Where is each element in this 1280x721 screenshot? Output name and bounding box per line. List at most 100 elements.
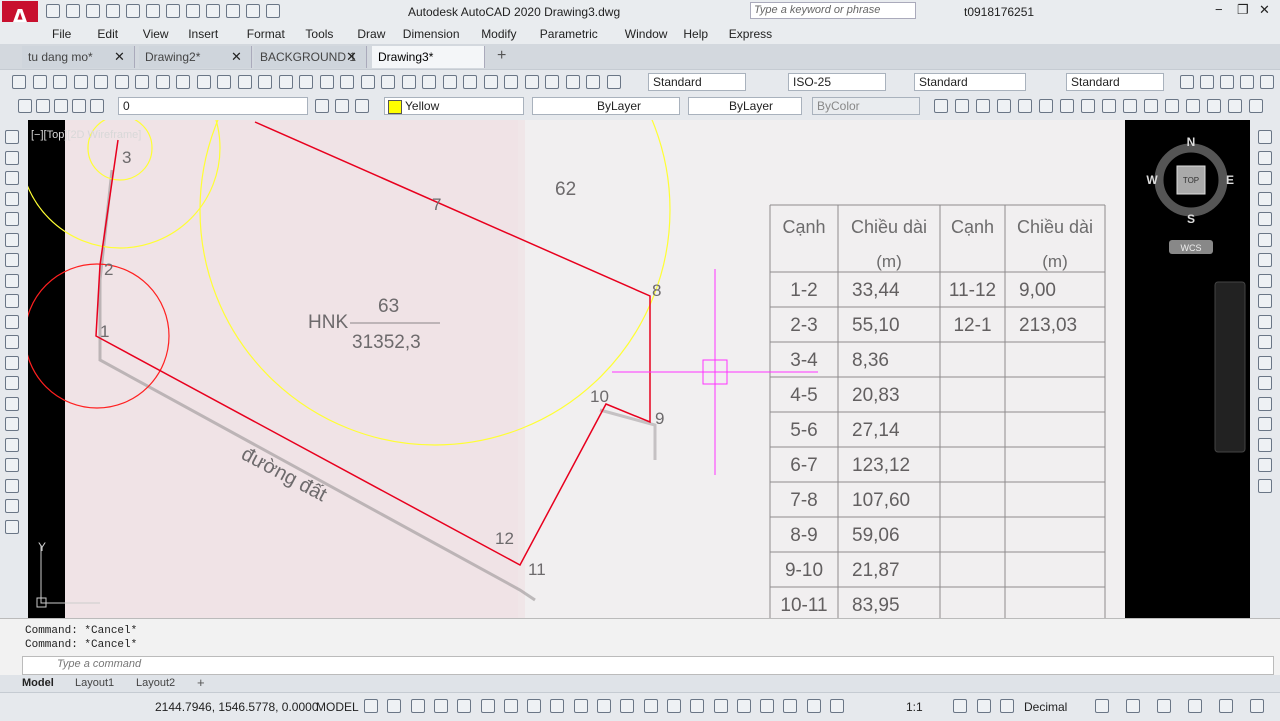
toolbar-button[interactable]	[319, 75, 334, 89]
toolbar-button[interactable]	[1123, 99, 1137, 113]
toolbar-button[interactable]	[586, 75, 600, 89]
menu-item[interactable]: Tools	[305, 27, 334, 41]
toolbar-button[interactable]	[1258, 253, 1272, 267]
toolbar-button[interactable]	[463, 75, 477, 89]
toolbar-button[interactable]	[1060, 99, 1074, 113]
toolbar-button[interactable]	[806, 699, 821, 713]
toolbar-button[interactable]	[1258, 478, 1272, 493]
toolbar-button[interactable]	[480, 699, 495, 713]
toolbar-button[interactable]	[1126, 699, 1140, 713]
toolbar-button[interactable]	[1219, 699, 1233, 713]
toolbar-button[interactable]	[1260, 75, 1274, 89]
toolbar-button[interactable]	[5, 478, 19, 493]
toolbar-button[interactable]	[524, 75, 539, 89]
toolbar-button[interactable]	[666, 699, 681, 713]
toolbar-button[interactable]	[5, 458, 19, 472]
toolbar-button[interactable]	[5, 376, 19, 390]
menu-item[interactable]: Draw	[357, 27, 386, 41]
toolbar-button[interactable]	[955, 99, 969, 113]
menu-item[interactable]: Window	[624, 27, 668, 41]
toolbar-button[interactable]	[1144, 99, 1158, 113]
toolbar-button[interactable]	[1240, 75, 1254, 89]
menu-item[interactable]: Dimension	[402, 27, 460, 41]
toolbar-button[interactable]	[5, 232, 19, 247]
toolbar-button[interactable]	[503, 699, 518, 713]
dim-style-combo[interactable]: ISO-25	[788, 73, 886, 91]
toolbar-button[interactable]	[1258, 335, 1272, 349]
file-tab-label[interactable]: tu dang mo*	[28, 50, 93, 64]
toolbar-button[interactable]	[1258, 417, 1272, 431]
menu-item[interactable]: Parametric	[539, 27, 598, 41]
toolbar-button[interactable]	[258, 75, 272, 89]
menu-item[interactable]: Help	[683, 27, 709, 41]
window-control[interactable]: −	[1215, 2, 1223, 17]
quick-access-button[interactable]	[186, 4, 200, 18]
toolbar-button[interactable]	[1258, 130, 1272, 144]
toolbar-button[interactable]	[1188, 699, 1202, 713]
toolbar-button[interactable]	[760, 699, 775, 713]
toolbar-button[interactable]	[545, 75, 559, 89]
menu-item[interactable]: View	[142, 27, 169, 41]
toolbar-button[interactable]	[32, 75, 47, 89]
toolbar-button[interactable]	[387, 699, 402, 713]
toolbar-button[interactable]	[1258, 437, 1272, 452]
toolbar-button[interactable]	[1095, 699, 1109, 713]
toolbar-button[interactable]	[355, 99, 369, 113]
toolbar-button[interactable]	[1039, 99, 1053, 113]
toolbar-button[interactable]	[565, 75, 580, 89]
toolbar-button[interactable]	[36, 99, 50, 113]
toolbar-button[interactable]	[5, 519, 19, 534]
model-space-button[interactable]: MODEL	[316, 700, 359, 714]
file-tab[interactable]	[139, 46, 252, 68]
toolbar-button[interactable]	[1018, 99, 1032, 113]
toolbar-button[interactable]	[606, 75, 621, 89]
command-placeholder[interactable]: Type a command	[57, 658, 142, 670]
toolbar-button[interactable]	[5, 437, 19, 452]
toolbar-button[interactable]	[196, 75, 211, 89]
toolbar-button[interactable]	[1258, 212, 1272, 226]
toolbar-button[interactable]	[340, 75, 354, 89]
file-tab[interactable]	[372, 46, 485, 68]
toolbar-button[interactable]	[953, 699, 968, 713]
plot-style-combo[interactable]: ByColor	[812, 97, 920, 115]
quick-access-button[interactable]	[266, 4, 280, 18]
linetype-combo[interactable]: ByLayer	[532, 97, 680, 115]
toolbar-button[interactable]	[5, 355, 19, 370]
toolbar-button[interactable]	[1258, 273, 1272, 288]
toolbar-button[interactable]	[237, 75, 252, 89]
menu-item[interactable]: Express	[728, 27, 773, 41]
annotation-scale[interactable]: 1:1	[906, 700, 923, 714]
toolbar-button[interactable]	[315, 99, 329, 113]
toolbar-button[interactable]	[364, 699, 378, 713]
toolbar-button[interactable]	[5, 294, 19, 308]
window-control[interactable]: ✕	[1259, 2, 1270, 17]
toolbar-button[interactable]	[1258, 458, 1272, 472]
toolbar-button[interactable]	[176, 75, 190, 89]
toolbar-button[interactable]	[5, 150, 19, 165]
toolbar-button[interactable]	[597, 699, 611, 713]
toolbar-button[interactable]	[5, 212, 19, 226]
toolbar-button[interactable]	[5, 314, 19, 329]
toolbar-button[interactable]	[783, 699, 798, 713]
toolbar-button[interactable]	[457, 699, 472, 713]
table-style-combo[interactable]: Standard	[914, 73, 1026, 91]
toolbar-button[interactable]	[1258, 396, 1272, 411]
toolbar-button[interactable]	[217, 75, 231, 89]
toolbar-button[interactable]	[90, 99, 104, 113]
toolbar-button[interactable]	[135, 75, 149, 89]
toolbar-button[interactable]	[53, 75, 67, 89]
toolbar-button[interactable]	[736, 699, 751, 713]
quick-access-button[interactable]	[146, 4, 160, 18]
toolbar-button[interactable]	[504, 75, 518, 89]
toolbar-button[interactable]	[12, 75, 26, 89]
toolbar-button[interactable]	[18, 99, 32, 113]
text-style-combo[interactable]: Standard	[648, 73, 746, 91]
toolbar-button[interactable]	[999, 699, 1014, 713]
file-tab[interactable]	[254, 46, 367, 68]
toolbar-button[interactable]	[713, 699, 728, 713]
new-layout-button[interactable]: +	[197, 675, 205, 690]
quick-access-button[interactable]	[206, 4, 220, 18]
toolbar-button[interactable]	[1258, 232, 1272, 247]
units[interactable]: Decimal	[1024, 700, 1068, 714]
toolbar-button[interactable]	[550, 699, 565, 713]
